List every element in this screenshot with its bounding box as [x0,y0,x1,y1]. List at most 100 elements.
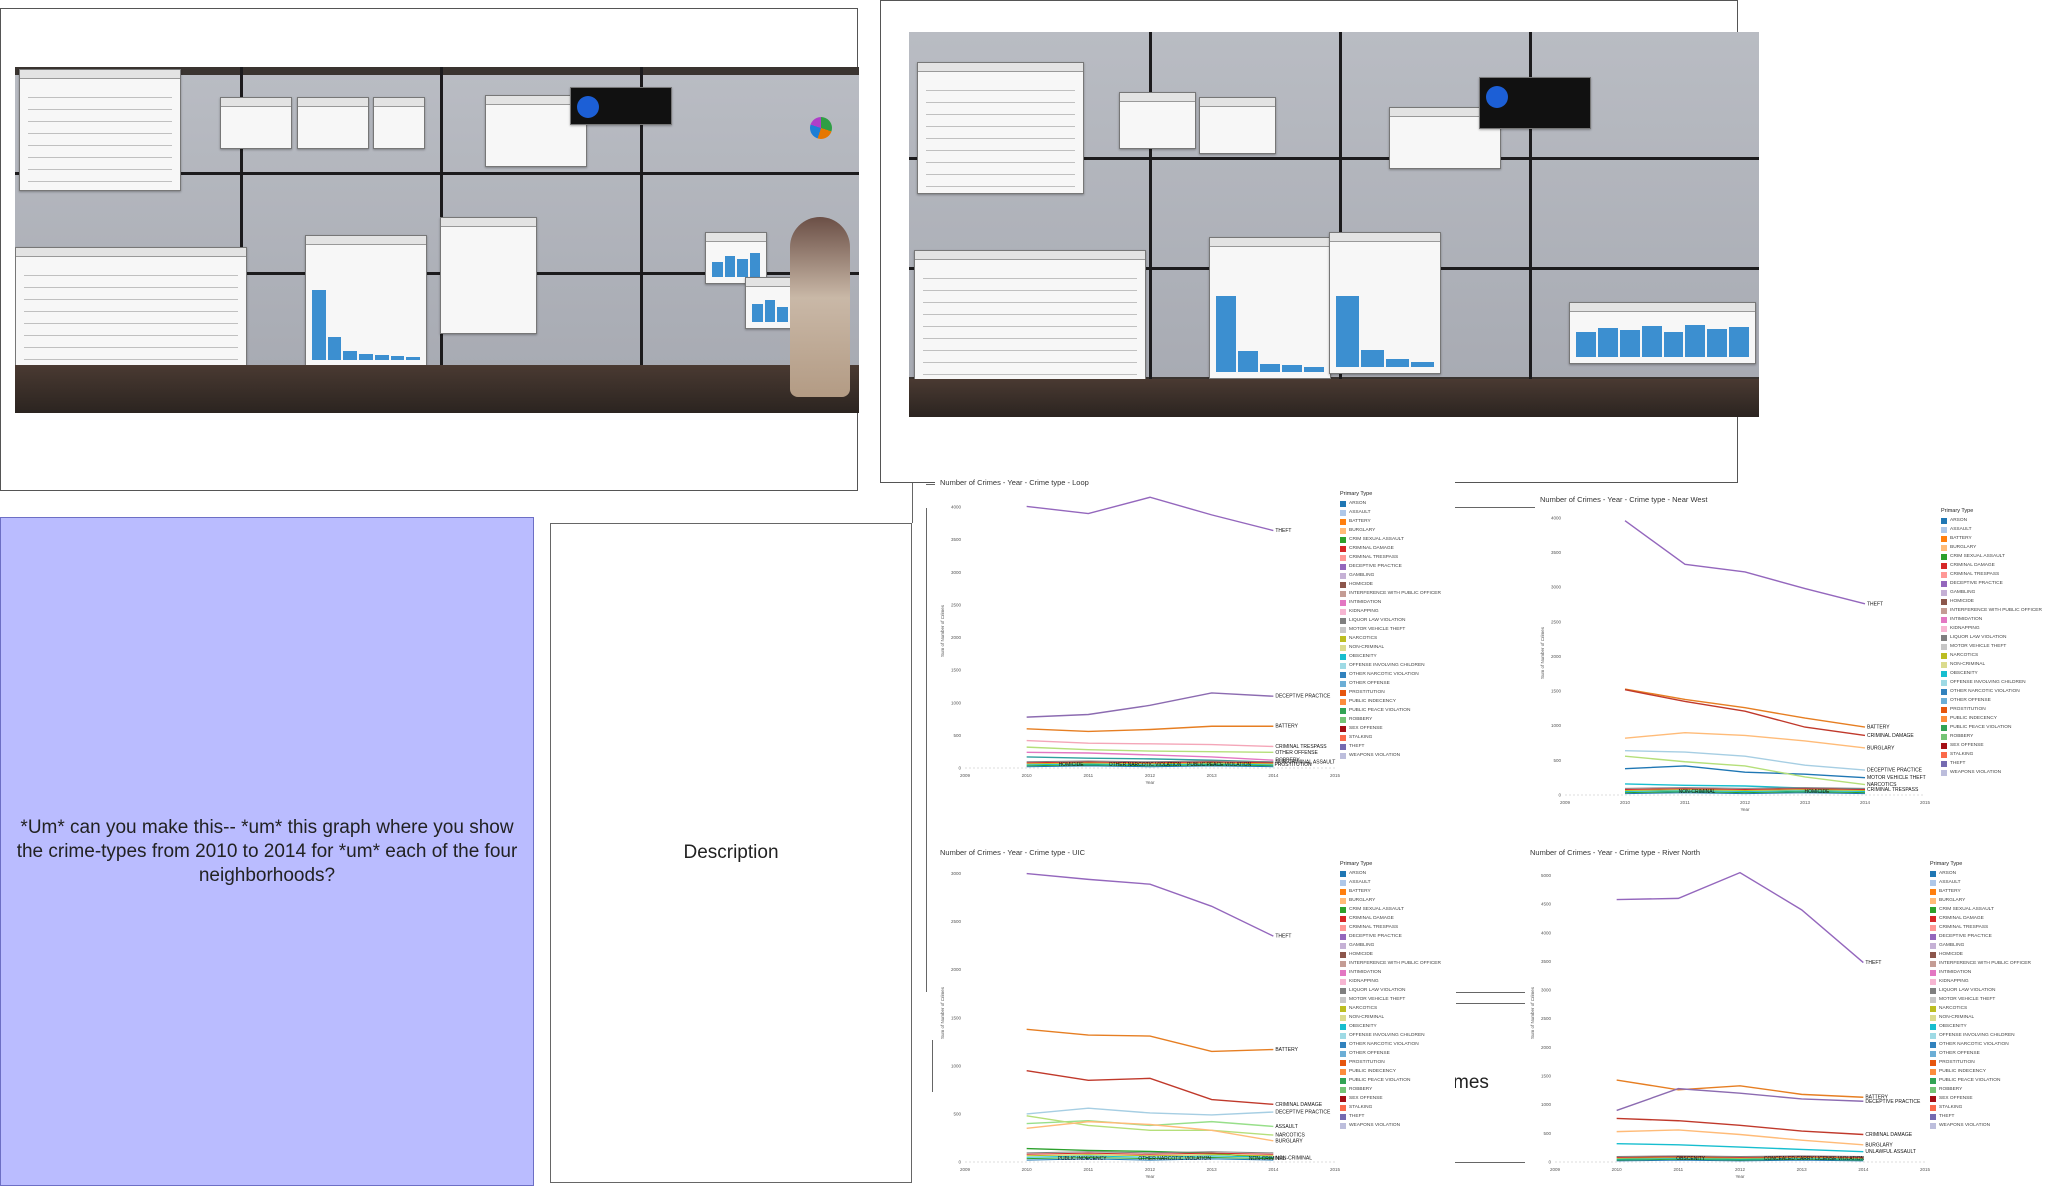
legend-label: INTIMIDATION [1349,600,1382,605]
legend-item: INTERFERENCE WITH PUBLIC OFFICER [1930,959,2031,968]
legend-item: OFFENSE INVOLVING CHILDREN [1930,1031,2031,1040]
legend-label: INTERFERENCE WITH PUBLIC OFFICER [1950,608,2042,613]
legend-swatch [1941,706,1947,713]
legend-swatch [1340,590,1346,597]
x-tick-label: 2010 [1022,773,1033,778]
legend-label: MOTOR VEHICLE THEFT [1349,627,1406,632]
legend-swatch [1941,571,1947,578]
legend-swatch [1930,915,1936,922]
legend-item: THEFT [1941,759,2042,768]
legend-label: ROBBERY [1349,1087,1373,1092]
legend-item: INTERFERENCE WITH PUBLIC OFFICER [1340,589,1441,598]
legend-label: BATTERY [1349,889,1371,894]
legend-item: ROBBERY [1340,715,1441,724]
legend-label: PUBLIC PEACE VIOLATION [1939,1078,2001,1083]
legend-item: OTHER NARCOTIC VIOLATION [1340,670,1441,679]
legend-item: INTERFERENCE WITH PUBLIC OFFICER [1340,959,1441,968]
legend-swatch [1941,517,1947,524]
legend-item: THEFT [1340,742,1441,751]
x-tick-label: 2015 [1330,773,1341,778]
legend-swatch [1340,1050,1346,1057]
series-line [1026,739,1274,748]
legend-swatch [1340,888,1346,895]
series-label: OTHER NARCOTIC VIOLATION [1109,762,1182,768]
legend-item: LIQUOR LAW VIOLATION [1941,633,2042,642]
legend-label: OTHER OFFENSE [1950,698,1991,703]
legend-item: OTHER NARCOTIC VIOLATION [1941,687,2042,696]
chart-legend: Primary Type ARSON ASSAULT BATTERY BURGLARY… [1930,860,2031,1130]
series-line [1026,764,1274,767]
floor [909,378,1759,417]
legend-item: BATTERY [1340,517,1441,526]
series-label: NARCOTICS [1275,1133,1305,1139]
legend-label: CRIMINAL DAMAGE [1349,546,1394,551]
legend-item: INTIMIDATION [1340,968,1441,977]
legend-item: ROBBERY [1941,732,2042,741]
legend-swatch [1340,1023,1346,1030]
series-label: BURGLARY [1867,745,1895,751]
series-label: HOMICIDE [1059,762,1085,768]
y-tick-label: 0 [958,1160,961,1165]
pie-chart [810,117,832,139]
x-tick-label: 2009 [960,1167,971,1172]
bar-chart-window [440,217,537,334]
legend-label: GAMBLING [1349,943,1375,948]
legend-swatch [1340,752,1346,759]
y-axis-label: Sum of Number of Crimes [940,604,945,657]
legend-label: ARSON [1939,871,1957,876]
legend-item: OTHER OFFENSE [1930,1049,2031,1058]
legend-swatch [1340,1032,1346,1039]
legend-swatch [1930,969,1936,976]
legend-item: KIDNAPPING [1930,977,2031,986]
legend-label: SEX OFFENSE [1939,1096,1973,1101]
legend-title: Primary Type [1340,491,1373,497]
legend-label: CRIM SEXUAL ASSAULT [1939,907,1994,912]
series-label: PROSTITUTION [1274,762,1312,768]
legend-label: ARSON [1349,871,1367,876]
legend-label: BURGLARY [1349,528,1376,533]
legend-label: BURGLARY [1349,898,1376,903]
legend-swatch [1340,942,1346,949]
legend-label: CRIMINAL TRESPASS [1349,925,1399,930]
series-line [1624,788,1866,790]
y-tick-label: 1000 [951,1063,962,1068]
description-label: Description [683,842,779,863]
y-tick-label: 3000 [951,570,962,575]
legend-label: INTERFERENCE WITH PUBLIC OFFICER [1349,591,1441,596]
legend-label: NARCOTICS [1950,653,1979,658]
legend-label: HOMICIDE [1939,952,1963,957]
legend-item: BURGLARY [1340,526,1441,535]
chart-legend: Primary Type ARSON ASSAULT BATTERY BURGLARY… [1340,860,1441,1130]
legend-swatch [1340,996,1346,1003]
legend-swatch [1930,960,1936,967]
legend-item: NON-CRIMINAL [1941,660,2042,669]
legend-label: THEFT [1349,1114,1365,1119]
series-label: BURGLARY [1865,1142,1893,1148]
legend-swatch [1941,553,1947,560]
legend-swatch [1941,760,1947,767]
series-line [1026,1120,1274,1142]
legend-swatch [1340,680,1346,687]
legend-item: PROSTITUTION [1930,1058,2031,1067]
series-line [1026,765,1274,768]
legend-swatch [1941,751,1947,758]
bar-chart-window [705,232,767,284]
series-line [1624,787,1866,789]
photo-frame-right [880,0,1759,483]
y-tick-label: 0 [958,766,961,771]
legend-item: WEAPONS VIOLATION [1340,751,1441,760]
legend-swatch [1340,500,1346,507]
series-label: CRIMINAL TRESPASS [1275,744,1327,750]
legend-label: OTHER NARCOTIC VIOLATION [1349,1042,1419,1047]
legend-label: NARCOTICS [1349,636,1378,641]
legend-swatch [1930,1104,1936,1111]
data-table-window [917,62,1084,194]
legend-label: GAMBLING [1349,573,1375,578]
legend-label: NARCOTICS [1349,1006,1378,1011]
y-tick-label: 500 [1553,758,1561,763]
chart-title: Number of Crimes - Year - Crime type - N… [1540,495,1708,504]
series-line [1624,755,1866,786]
legend-item: OTHER OFFENSE [1340,1049,1441,1058]
legend-swatch [1930,1068,1936,1075]
legend-item: STALKING [1340,733,1441,742]
